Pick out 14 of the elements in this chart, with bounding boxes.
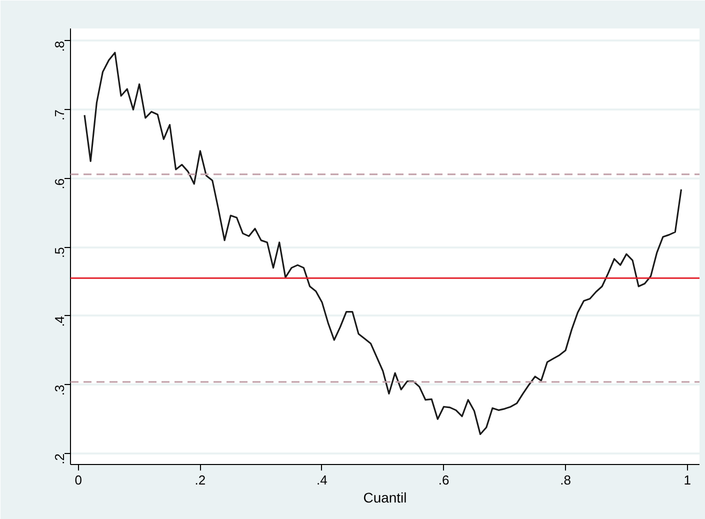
x-tick-label: .6 <box>438 472 450 488</box>
y-tick-label: .7 <box>52 110 67 120</box>
x-tick-label: .4 <box>316 472 328 488</box>
x-tick-label: 1 <box>684 472 691 488</box>
x-tick-label: .2 <box>194 472 206 488</box>
y-tick-label: .6 <box>52 178 67 190</box>
x-axis-title: Cuantil <box>363 490 407 506</box>
y-tick-label: .2 <box>52 453 67 464</box>
y-tick-label: .8 <box>52 40 67 52</box>
y-tick-label: .5 <box>52 247 67 258</box>
x-tick-label: .8 <box>560 472 571 488</box>
y-tick-label: .4 <box>52 316 67 327</box>
y-tick-label: .3 <box>52 384 67 396</box>
x-tick-label: 0 <box>74 472 82 488</box>
